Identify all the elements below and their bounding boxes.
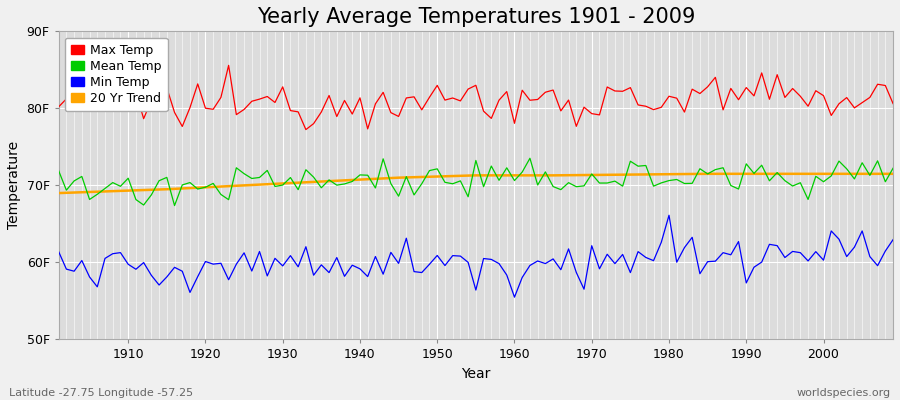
Text: Latitude -27.75 Longitude -57.25: Latitude -27.75 Longitude -57.25 <box>9 388 194 398</box>
X-axis label: Year: Year <box>461 367 491 381</box>
Legend: Max Temp, Mean Temp, Min Temp, 20 Yr Trend: Max Temp, Mean Temp, Min Temp, 20 Yr Tre… <box>65 38 167 112</box>
Y-axis label: Temperature: Temperature <box>7 141 21 230</box>
Title: Yearly Average Temperatures 1901 - 2009: Yearly Average Temperatures 1901 - 2009 <box>256 7 695 27</box>
Text: worldspecies.org: worldspecies.org <box>796 388 891 398</box>
